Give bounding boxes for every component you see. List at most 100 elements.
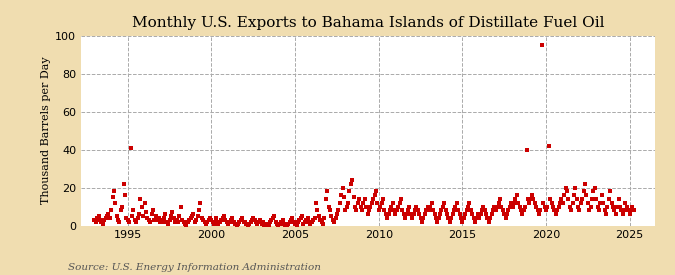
- Point: [385, 208, 396, 213]
- Point: [439, 200, 450, 205]
- Point: [284, 219, 295, 224]
- Point: [504, 204, 515, 209]
- Point: [578, 189, 589, 194]
- Point: [171, 218, 182, 222]
- Point: [227, 216, 238, 220]
- Point: [330, 216, 341, 220]
- Point: [280, 223, 291, 228]
- Point: [612, 204, 622, 209]
- Point: [269, 214, 279, 218]
- Point: [160, 212, 171, 216]
- Point: [365, 204, 376, 209]
- Point: [329, 219, 340, 224]
- Point: [250, 219, 261, 224]
- Point: [277, 218, 288, 222]
- Point: [546, 200, 557, 205]
- Point: [122, 218, 133, 222]
- Point: [602, 204, 613, 209]
- Point: [381, 216, 392, 220]
- Point: [369, 193, 380, 197]
- Point: [131, 219, 142, 224]
- Point: [560, 185, 571, 190]
- Point: [584, 208, 595, 213]
- Point: [178, 219, 189, 224]
- Point: [468, 216, 479, 220]
- Point: [138, 214, 148, 218]
- Point: [545, 197, 556, 201]
- Point: [288, 219, 299, 224]
- Point: [106, 208, 117, 213]
- Point: [276, 219, 287, 224]
- Point: [149, 218, 160, 222]
- Point: [301, 218, 312, 222]
- Point: [400, 216, 410, 220]
- Point: [228, 219, 239, 224]
- Point: [554, 204, 564, 209]
- Point: [292, 219, 303, 224]
- Point: [624, 212, 635, 216]
- Point: [435, 212, 446, 216]
- Point: [386, 204, 397, 209]
- Point: [492, 204, 503, 209]
- Point: [410, 208, 421, 213]
- Point: [482, 216, 493, 220]
- Point: [181, 223, 192, 228]
- Point: [249, 218, 260, 222]
- Point: [423, 208, 434, 213]
- Point: [325, 208, 335, 213]
- Point: [343, 200, 354, 205]
- Point: [121, 216, 132, 220]
- Point: [237, 216, 248, 220]
- Point: [176, 204, 186, 209]
- Point: [485, 216, 495, 220]
- Point: [126, 145, 136, 150]
- Point: [233, 221, 244, 226]
- Point: [547, 204, 558, 209]
- Point: [440, 208, 451, 213]
- Point: [128, 208, 139, 213]
- Point: [344, 189, 355, 194]
- Point: [356, 208, 367, 213]
- Point: [496, 204, 507, 209]
- Point: [270, 219, 281, 224]
- Point: [448, 212, 458, 216]
- Point: [372, 200, 383, 205]
- Point: [342, 204, 352, 209]
- Point: [359, 197, 370, 201]
- Point: [416, 219, 427, 224]
- Point: [156, 218, 167, 222]
- Point: [618, 212, 628, 216]
- Point: [306, 219, 317, 224]
- Point: [364, 208, 375, 213]
- Point: [567, 200, 578, 205]
- Point: [347, 178, 358, 182]
- Point: [352, 200, 363, 205]
- Point: [568, 193, 579, 197]
- Point: [421, 208, 431, 213]
- Point: [308, 218, 319, 222]
- Point: [312, 208, 323, 213]
- Point: [165, 214, 176, 218]
- Point: [475, 212, 486, 216]
- Point: [510, 197, 520, 201]
- Point: [157, 219, 168, 224]
- Point: [599, 208, 610, 213]
- Point: [517, 212, 528, 216]
- Point: [541, 208, 551, 213]
- Point: [481, 212, 491, 216]
- Point: [520, 204, 531, 209]
- Point: [215, 219, 225, 224]
- Point: [446, 216, 456, 220]
- Point: [500, 216, 511, 220]
- Point: [491, 208, 502, 213]
- Point: [592, 204, 603, 209]
- Point: [318, 221, 329, 226]
- Point: [242, 223, 253, 228]
- Point: [477, 208, 487, 213]
- Point: [460, 212, 470, 216]
- Point: [486, 212, 497, 216]
- Point: [254, 219, 265, 224]
- Point: [110, 200, 121, 205]
- Point: [134, 212, 144, 216]
- Point: [380, 212, 391, 216]
